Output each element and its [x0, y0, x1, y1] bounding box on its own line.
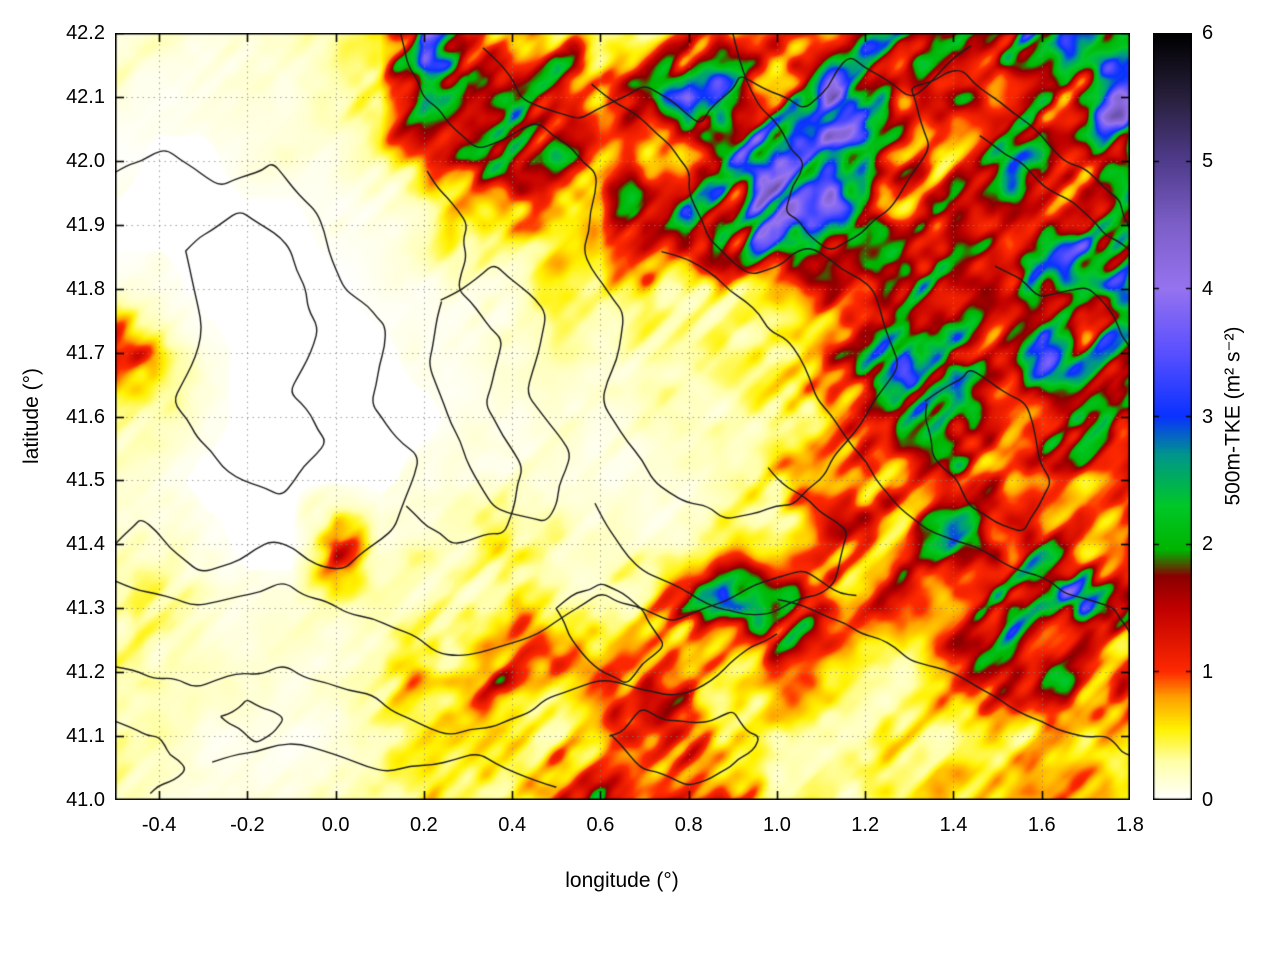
y-tick-label: 41.5 — [66, 469, 105, 492]
x-tick-label: -0.2 — [230, 814, 265, 836]
x-tick-label: 1.8 — [1116, 814, 1144, 836]
y-tick-label: 41.2 — [66, 661, 105, 684]
y-tick-label: 41.0 — [66, 789, 105, 811]
colorbar-label: 500m-TKE (m² s⁻²) — [1221, 326, 1245, 506]
y-tick-label: 41.9 — [66, 213, 105, 236]
colorbar-tick-label: 4 — [1202, 277, 1214, 300]
y-tick-label: 41.8 — [66, 277, 105, 300]
x-tick-label: 0.4 — [498, 814, 527, 836]
colorbar-tick-label: 3 — [1202, 405, 1214, 428]
x-tick-label: 1.4 — [939, 814, 968, 836]
x-tick-label: 0.2 — [410, 814, 438, 836]
y-tick-label: 42.2 — [66, 22, 105, 44]
y-tick-label: 42.1 — [66, 85, 105, 108]
y-tick-label: 41.4 — [66, 533, 105, 556]
y-tick-label: 41.3 — [66, 597, 105, 620]
colorbar-tick-label: 2 — [1202, 533, 1214, 556]
x-tick-label: 0.8 — [674, 814, 703, 836]
y-tick-label: 41.6 — [66, 405, 105, 428]
colorbar-tick-label: 0 — [1202, 789, 1214, 811]
colorbar-tick-label: 6 — [1202, 22, 1214, 44]
y-tick-label: 41.7 — [66, 341, 105, 364]
x-tick-label: -0.4 — [141, 814, 177, 836]
y-tick-label: 42.0 — [66, 149, 105, 172]
x-tick-label: 1.6 — [1027, 814, 1056, 836]
heatmap-plot-canvas — [115, 33, 1130, 800]
x-tick-label: 0.0 — [321, 814, 350, 836]
x-axis-label: longitude (°) — [565, 869, 679, 892]
x-tick-label: 0.6 — [586, 814, 615, 836]
colorbar-canvas — [1153, 33, 1192, 800]
colorbar-tick-label: 5 — [1202, 149, 1214, 172]
x-tick-label: 1.0 — [763, 814, 791, 836]
colorbar-tick-label: 1 — [1202, 661, 1214, 684]
x-tick-label: 1.2 — [851, 814, 880, 836]
y-tick-label: 41.1 — [66, 725, 105, 748]
